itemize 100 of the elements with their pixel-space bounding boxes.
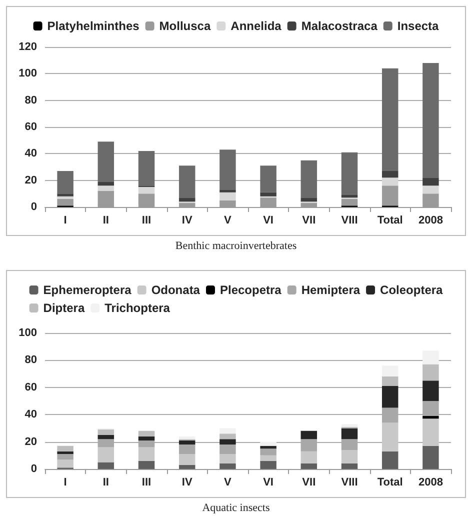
bar — [178, 444, 196, 454]
bar — [57, 459, 74, 468]
bar — [138, 430, 155, 436]
bar — [220, 192, 236, 200]
legend-label: Coleoptera — [380, 283, 444, 297]
bar — [341, 464, 358, 469]
bar — [341, 195, 358, 198]
bar — [220, 439, 236, 445]
y-tick-label: 40 — [24, 148, 37, 160]
x-tick-label: II — [102, 476, 109, 488]
legend-label: Plecopetra — [220, 283, 282, 297]
bar — [220, 190, 236, 192]
x-tick-label: IV — [182, 476, 193, 488]
y-tick-label: 120 — [18, 41, 37, 53]
x-tick-label: I — [64, 476, 67, 488]
bar — [98, 435, 114, 440]
y-tick-label: 100 — [18, 327, 37, 339]
bar — [220, 428, 236, 434]
bar — [260, 448, 276, 456]
x-tick-label: VII — [302, 476, 316, 488]
bar — [178, 436, 196, 440]
legend-label: Malacostraca — [301, 19, 378, 33]
text: Benthic macroinvertebrates — [174, 240, 298, 252]
bar — [138, 151, 155, 186]
legend-label: Mollusca — [159, 19, 211, 33]
bar — [260, 442, 276, 446]
bar — [382, 171, 398, 178]
legend-label: Hemiptera — [301, 283, 360, 297]
bar — [57, 194, 74, 196]
legend-label: Odonata — [151, 283, 200, 297]
bar — [138, 436, 155, 440]
bar — [57, 171, 74, 194]
bar — [300, 160, 318, 198]
bar — [98, 430, 114, 435]
x-tick-label: VIII — [341, 214, 358, 226]
y-tick-label: 0 — [30, 463, 37, 475]
x-tick-label: II — [102, 214, 109, 226]
bar — [178, 198, 196, 202]
y-tick-label: 80 — [24, 94, 37, 106]
legend-label: Annelida — [230, 19, 282, 33]
y-tick-label: 0 — [30, 201, 37, 213]
bar — [341, 152, 358, 195]
x-tick-label: 2008 — [418, 214, 443, 226]
bar — [300, 198, 318, 202]
bar — [138, 460, 155, 469]
x-tick-label: VII — [302, 214, 316, 226]
bar — [422, 63, 439, 178]
x-tick-label: VIII — [341, 476, 358, 488]
bar — [138, 447, 155, 461]
bar — [98, 142, 114, 182]
legend-label: Ephemeroptera — [43, 283, 132, 297]
bar — [341, 428, 358, 440]
legend-label: Trichoptera — [104, 301, 170, 315]
x-tick-label: IV — [182, 214, 193, 226]
bar — [260, 446, 276, 449]
y-tick-label: 60 — [24, 121, 37, 133]
y-tick-label: 20 — [24, 174, 37, 186]
bar — [382, 366, 398, 377]
y-tick-label: 60 — [24, 381, 37, 394]
bar — [422, 446, 439, 469]
bar — [422, 178, 439, 186]
bar — [260, 166, 276, 192]
bar — [422, 350, 439, 364]
bar — [382, 422, 398, 452]
bar — [178, 166, 196, 198]
bar — [341, 450, 358, 464]
bar — [260, 192, 276, 196]
bar — [300, 430, 318, 440]
bar — [220, 454, 236, 464]
legend-label: Platyhelminthes — [47, 19, 140, 33]
bar — [382, 68, 398, 171]
bar — [178, 440, 196, 445]
bar — [300, 464, 318, 469]
bar — [382, 178, 398, 186]
x-tick-label: VI — [263, 476, 274, 488]
bar — [57, 446, 74, 452]
x-tick-label: Total — [377, 476, 403, 488]
y-tick-label: 40 — [24, 408, 37, 421]
text: Aquatic insects — [201, 502, 271, 514]
bar — [57, 196, 74, 199]
bar — [422, 416, 439, 419]
x-tick-label: V — [224, 476, 232, 488]
bar — [98, 182, 114, 186]
bar — [220, 464, 236, 469]
bar — [422, 418, 439, 446]
bar — [260, 460, 276, 469]
bar — [422, 380, 439, 401]
bar — [382, 451, 398, 469]
x-tick-label: III — [142, 214, 152, 226]
bar — [422, 364, 439, 381]
bar — [98, 447, 114, 462]
x-tick-label: 2008 — [418, 476, 443, 488]
y-tick-label: 80 — [24, 354, 37, 366]
bar — [98, 186, 114, 191]
bar — [220, 150, 236, 190]
bar — [382, 386, 398, 408]
bar — [260, 455, 276, 461]
x-tick-label: VI — [263, 214, 274, 226]
bar — [341, 424, 358, 427]
bar — [220, 444, 236, 454]
